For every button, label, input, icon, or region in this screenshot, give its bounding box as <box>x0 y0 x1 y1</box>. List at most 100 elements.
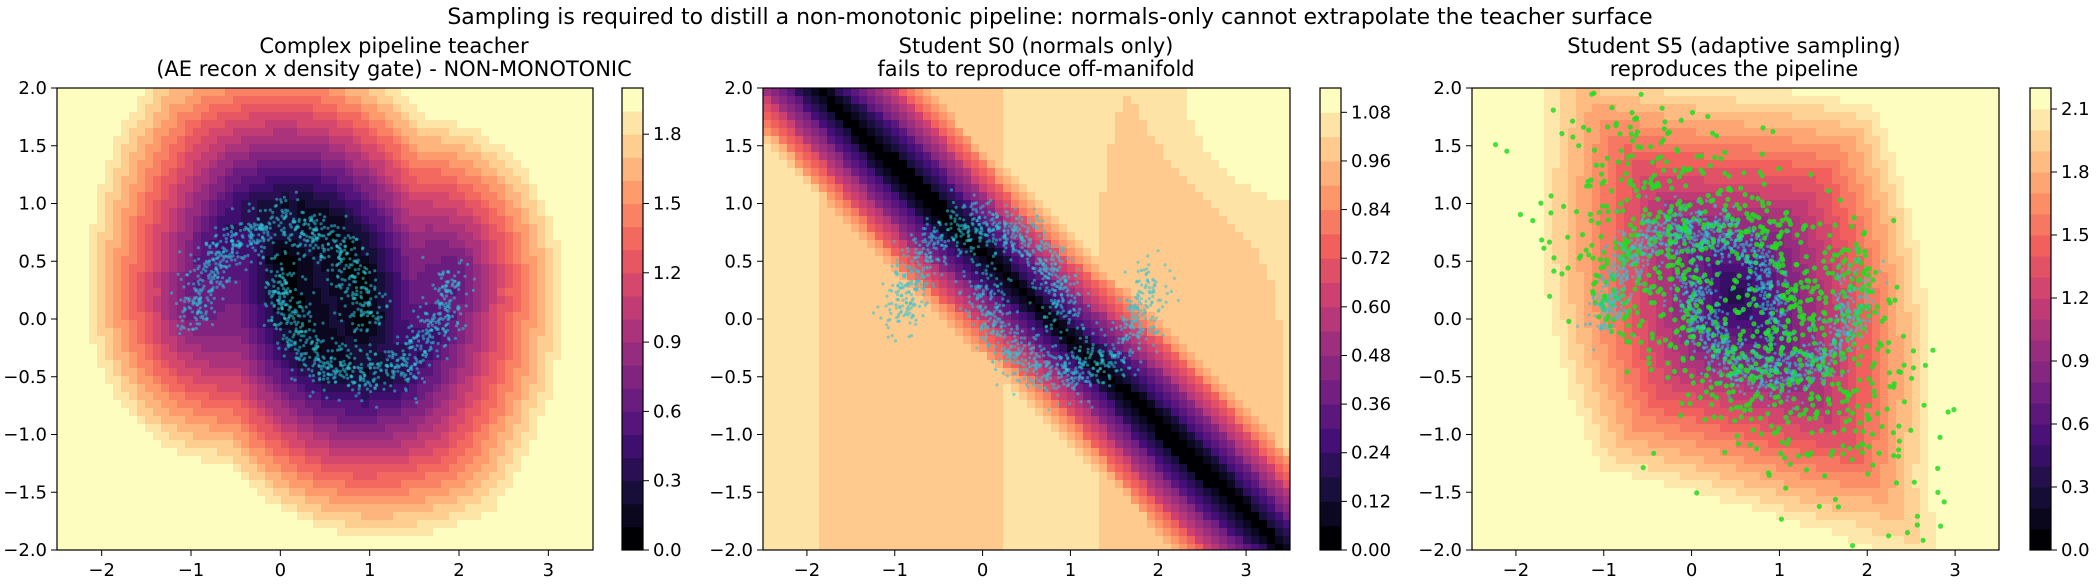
contour-cell <box>481 488 490 497</box>
contour-cell <box>113 232 122 241</box>
contour-cell <box>161 528 170 537</box>
contour-cell <box>473 448 482 457</box>
contour-cell <box>249 320 258 329</box>
contour-cell <box>513 208 522 217</box>
contour-cell <box>465 96 474 105</box>
contour-cell <box>321 352 330 361</box>
contour-cell <box>433 264 442 273</box>
scatter-point <box>368 343 372 347</box>
contour-cell <box>321 88 330 97</box>
contour-cell <box>97 120 106 129</box>
contour-cell <box>169 528 178 537</box>
contour-cell <box>137 248 146 257</box>
contour-cell <box>497 264 506 273</box>
contour-cell <box>473 320 482 329</box>
contour-cell <box>377 304 386 313</box>
contour-cell <box>121 184 130 193</box>
contour-cell <box>65 288 74 297</box>
scatter-point <box>260 236 264 240</box>
contour-cell <box>561 256 570 265</box>
contour-cell <box>553 288 562 297</box>
contour-cell <box>257 360 266 369</box>
contour-cell <box>409 168 418 177</box>
contour-cell <box>473 288 482 297</box>
scatter-point <box>369 284 373 288</box>
contour-cell <box>449 264 458 273</box>
contour-cell <box>553 224 562 233</box>
contour-cell <box>233 488 242 497</box>
contour-cell <box>521 408 530 417</box>
contour-cell <box>513 320 522 329</box>
contour-cell <box>585 440 593 449</box>
contour-cell <box>569 416 578 425</box>
contour-cell <box>137 208 146 217</box>
contour-cell <box>409 176 418 185</box>
contour-cell <box>329 232 338 241</box>
contour-cell <box>257 336 266 345</box>
contour-cell <box>393 160 402 169</box>
scatter-point <box>377 291 382 295</box>
contour-cell <box>281 264 290 273</box>
contour-cell <box>329 128 338 137</box>
contour-cell <box>369 456 378 465</box>
contour-cell <box>497 424 506 433</box>
contour-cell <box>361 112 370 121</box>
scatter-point <box>426 339 430 343</box>
contour-cell <box>249 336 258 345</box>
contour-cell <box>545 296 554 305</box>
contour-cell <box>409 104 418 113</box>
scatter-point <box>349 248 353 252</box>
contour-cell <box>97 144 106 153</box>
contour-cell <box>209 472 218 481</box>
scatter-point <box>365 387 369 391</box>
contour-cell <box>137 264 146 273</box>
contour-cell <box>89 280 98 289</box>
contour-cell <box>89 504 98 513</box>
contour-cell <box>553 184 562 193</box>
contour-cell <box>585 408 593 417</box>
contour-cell <box>377 464 386 473</box>
contour-cell <box>289 176 298 185</box>
scatter-point <box>333 357 337 361</box>
contour-cell <box>425 496 434 505</box>
contour-cell <box>585 256 593 265</box>
contour-cell <box>489 480 498 489</box>
contour-cell <box>57 344 66 353</box>
contour-cell <box>137 192 146 201</box>
contour-cell <box>273 280 282 289</box>
contour-cell <box>481 232 490 241</box>
contour-cell <box>553 136 562 145</box>
contour-cell <box>545 96 554 105</box>
contour-cell <box>433 504 442 513</box>
contour-cell <box>105 456 114 465</box>
contour-cell <box>449 400 458 409</box>
contour-cell <box>241 400 250 409</box>
contour-cell <box>121 152 130 161</box>
contour-cell <box>209 544 218 550</box>
contour-cell <box>241 248 250 257</box>
contour-cell <box>545 432 554 441</box>
contour-cell <box>457 120 466 129</box>
contour-cell <box>65 336 74 345</box>
contour-cell <box>65 328 74 337</box>
contour-cell <box>361 416 370 425</box>
contour-cell <box>145 216 154 225</box>
contour-cell <box>145 520 154 529</box>
contour-cell <box>193 344 202 353</box>
contour-cell <box>89 336 98 345</box>
contour-cell <box>353 240 362 249</box>
contour-cell <box>393 200 402 209</box>
contour-cell <box>273 456 282 465</box>
contour-cell <box>137 368 146 377</box>
contour-cell <box>289 224 298 233</box>
contour-cell <box>377 504 386 513</box>
contour-cell <box>65 296 74 305</box>
contour-cell <box>233 416 242 425</box>
contour-cell <box>409 384 418 393</box>
contour-cell <box>241 216 250 225</box>
contour-cell <box>225 520 234 529</box>
contour-cell <box>585 120 593 129</box>
contour-cell <box>289 368 298 377</box>
contour-cell <box>473 112 482 121</box>
contour-cell <box>305 400 314 409</box>
